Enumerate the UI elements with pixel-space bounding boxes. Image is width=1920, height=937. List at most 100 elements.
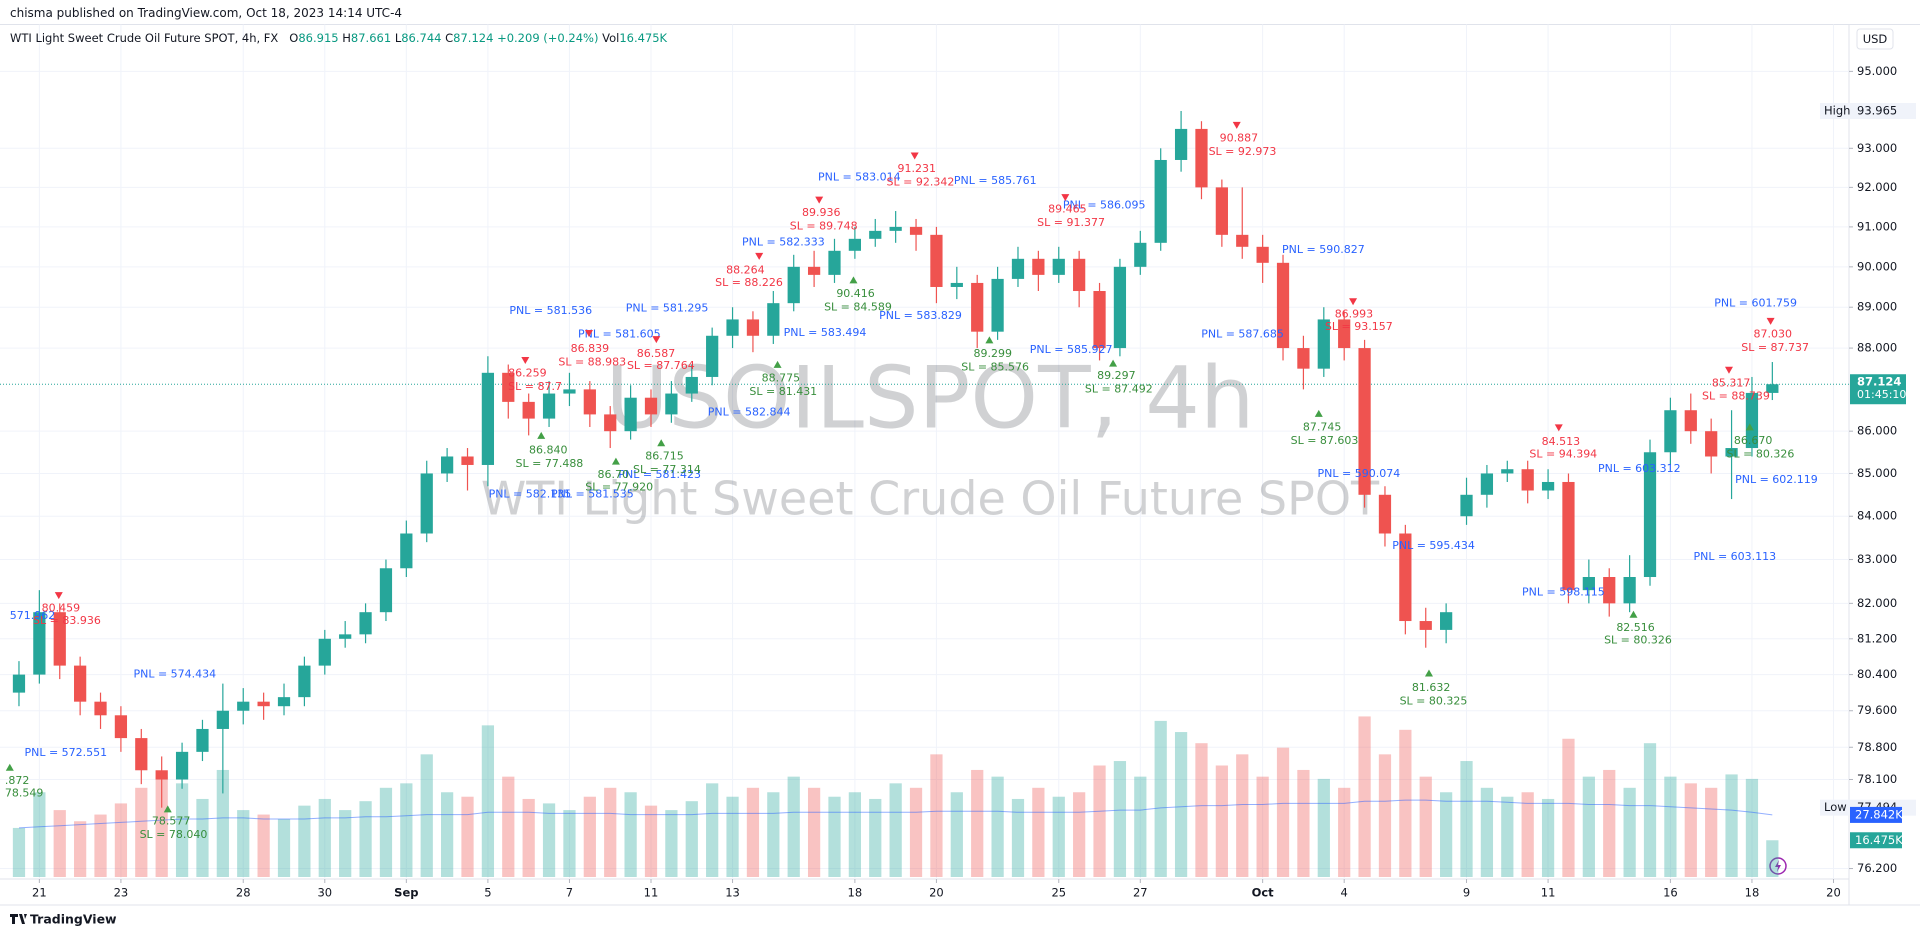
buy-price: 86.840: [529, 444, 568, 457]
candle-body: [1501, 469, 1514, 474]
sell-price: 86.839: [571, 342, 610, 355]
candle-body: [1562, 481, 1575, 591]
candle-body: [1521, 469, 1534, 491]
candle-body: [971, 282, 984, 332]
pnl-label: PNL = 583.494: [784, 326, 867, 339]
sell-price: 85.317: [1712, 376, 1751, 389]
volume-bar: [1623, 787, 1636, 877]
y-tick-label: 84.000: [1857, 509, 1897, 523]
last-price-badge: [1850, 374, 1906, 405]
volume-bar: [1766, 840, 1779, 877]
candle-body: [1582, 577, 1595, 591]
low-value: 86.744: [401, 31, 442, 45]
candle-body: [1440, 612, 1453, 630]
sell-price: 86.993: [1335, 308, 1374, 321]
x-tick-label: 21: [32, 886, 47, 900]
x-tick-label: 30: [317, 886, 332, 900]
sell-price: 89.465: [1048, 202, 1087, 215]
volume-bar: [257, 814, 270, 877]
pnl-label: PNL = 581.605: [578, 327, 661, 340]
low-badge-label: Low: [1824, 800, 1847, 814]
currency-box[interactable]: [1856, 28, 1894, 50]
pnl-label: 571.962: [10, 609, 56, 622]
volume-bar: [1725, 774, 1738, 877]
candle-body: [318, 638, 331, 666]
y-tick-label: 85.000: [1857, 466, 1897, 480]
x-tick-label: Oct: [1252, 886, 1275, 900]
candle-body: [33, 612, 46, 675]
buy-stop-loss: SL = 80.325: [1400, 695, 1468, 708]
watermark-description: WTI Light Sweet Crude Oil Future SPOT: [481, 472, 1380, 526]
icon-circle[interactable]: [1769, 857, 1787, 875]
sell-arrow: [755, 252, 764, 260]
candle-body: [1297, 348, 1310, 369]
buy-price: 78.577: [152, 815, 191, 828]
logo-icon: [10, 914, 27, 924]
sell-price: 86.259: [508, 366, 547, 379]
candle-body: [461, 456, 474, 465]
candle-body: [1338, 319, 1351, 349]
volume-bar: [1440, 792, 1453, 877]
volume-bar: [787, 776, 800, 877]
buy-arrow: [773, 360, 782, 368]
buy-arrow: [849, 276, 858, 284]
candle-body: [1541, 481, 1555, 491]
volume-bar: [1174, 732, 1188, 877]
volume-bar: [114, 803, 128, 877]
replay-icon[interactable]: [1769, 857, 1787, 875]
pnl-label: PNL = 582.135: [489, 488, 572, 501]
pnl-label: PNL = 603.312: [1598, 462, 1681, 475]
volume-bar: [1052, 796, 1065, 877]
pnl-label: PNL = 582.844: [708, 406, 791, 419]
volume-bar: [1541, 798, 1555, 877]
volume-value: 16.475K: [1855, 833, 1903, 847]
legend: WTI Light Sweet Crude Oil Future SPOT, 4…: [10, 31, 667, 45]
buy-price: .872: [5, 774, 30, 787]
buy-arrow: [1629, 610, 1638, 618]
candle-body: [481, 372, 495, 465]
volume-bar: [1093, 765, 1106, 877]
volume-bar: [277, 819, 291, 877]
candle-body: [1623, 577, 1636, 604]
volume-bar: [746, 787, 760, 877]
x-tick-label: 18: [1745, 886, 1760, 900]
currency: USD: [1863, 32, 1888, 46]
watermark-symbol: USOILSPOT, 4h: [605, 348, 1254, 448]
candle-body: [135, 738, 148, 771]
sell-arrow: [815, 196, 824, 204]
candle-body: [359, 612, 372, 635]
sell-price: 84.513: [1542, 435, 1581, 448]
sell-price: 89.936: [802, 206, 841, 219]
candle-body: [12, 674, 26, 693]
candle-body: [1766, 384, 1779, 393]
volume-bar: [461, 796, 474, 877]
pnl-label: PNL = 598.115: [1522, 586, 1605, 599]
buy-stop-loss: SL = 84.589: [824, 300, 892, 313]
volume-bar: [175, 783, 189, 877]
volume-bar: [1113, 761, 1127, 877]
candle-body: [685, 376, 698, 394]
volume-bar: [848, 792, 861, 877]
candle-body: [542, 393, 556, 419]
volume-bar: [216, 769, 229, 877]
pnl-label: PNL = 590.074: [1318, 467, 1401, 480]
x-tick-label: 11: [1541, 886, 1556, 900]
volume-bar: [1154, 720, 1167, 877]
volume-bar: [420, 754, 433, 877]
candle-body: [869, 230, 882, 239]
volume-bar: [441, 792, 454, 877]
buy-stop-loss: SL = 87.492: [1085, 382, 1153, 395]
volume-bar: [1643, 743, 1657, 877]
candle-body: [1236, 234, 1249, 247]
x-tick-label: 4: [1341, 886, 1348, 900]
volume-bar: [12, 827, 26, 877]
candle-body: [644, 397, 658, 415]
candle-body: [1745, 392, 1759, 449]
volume-badge: [1850, 832, 1902, 849]
footer-brand: TradingView: [30, 912, 117, 927]
y-tick-label: 76.200: [1857, 861, 1897, 875]
pnl-label: PNL = 585.761: [954, 174, 1037, 187]
volume-bar: [1256, 776, 1269, 877]
volume-bar: [1032, 787, 1045, 877]
